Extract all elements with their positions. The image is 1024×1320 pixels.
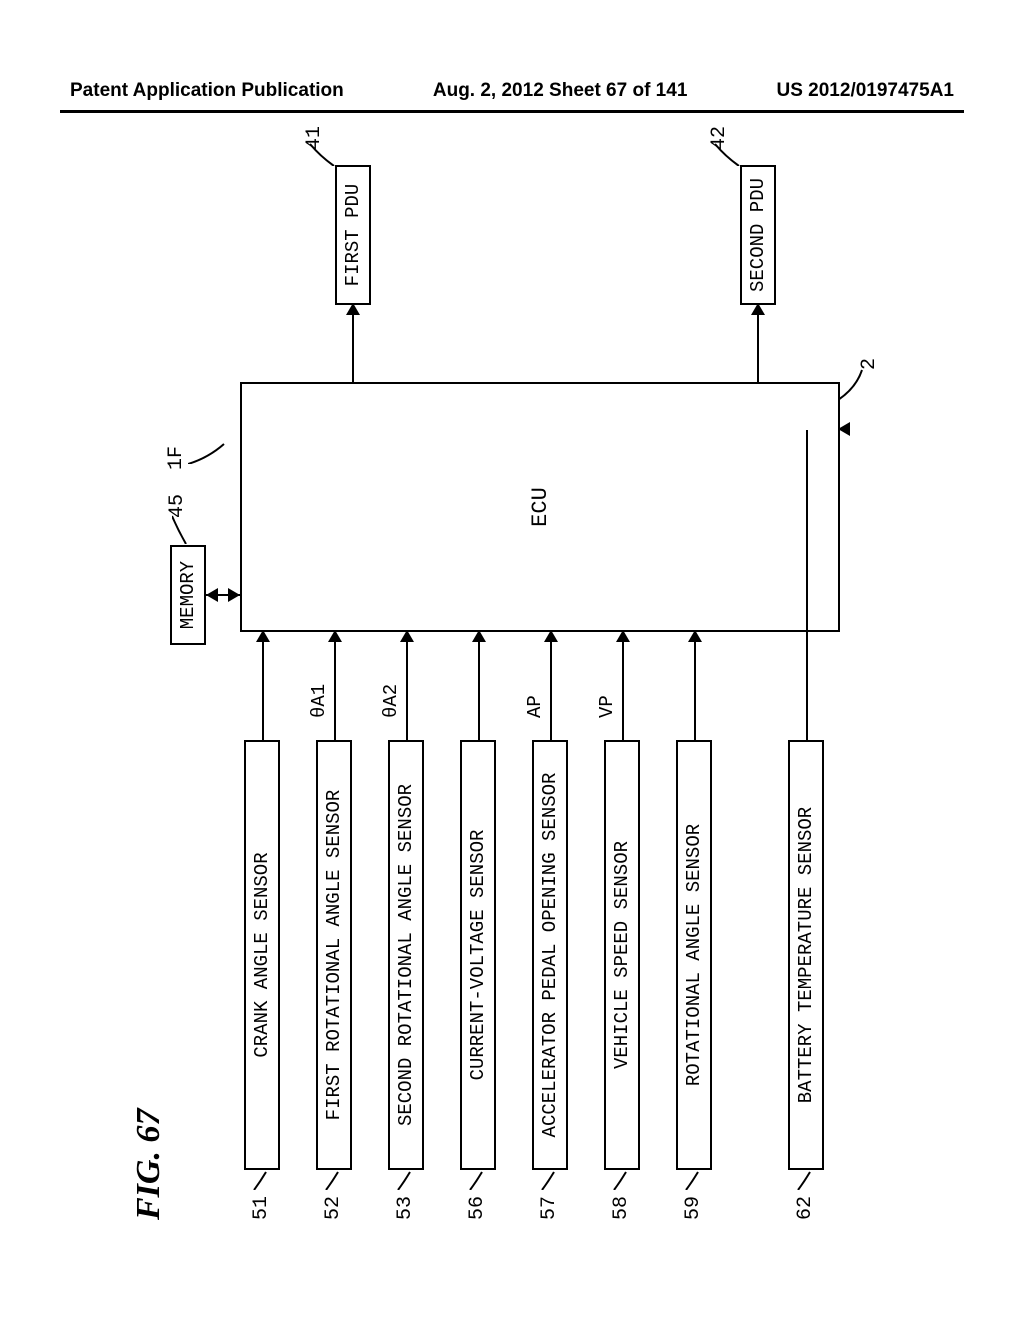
memory-arrow-up [206,588,218,602]
sensor-ref: 58 [610,1196,633,1220]
ecu-ref-leader [838,364,864,400]
second-pdu-label: SECOND PDU [747,178,769,292]
sensor-arrow-line [334,638,336,740]
system-ref: 1F [165,446,188,470]
sensor-arrow-line [478,638,480,740]
sensor-box: SECOND ROTATIONAL ANGLE SENSOR [388,740,424,1170]
sensor-arrowhead [256,630,270,642]
figure-rotated: FIG. 67 ECU 2 1F MEMORY 4 [110,160,910,1250]
second-pdu-arrow [751,303,765,315]
figure-container: FIG. 67 ECU 2 1F MEMORY 4 [0,305,1024,1105]
signal-label: VP [596,695,618,718]
sensor-arrowhead [544,630,558,642]
first-pdu-label: FIRST PDU [342,184,364,287]
sensor-arrowhead [328,630,342,642]
sensor-arrow-line [406,638,408,740]
sensor-box: CURRENT-VOLTAGE SENSOR [460,740,496,1170]
sensor-ref-leader [540,1176,558,1190]
sensor-box: BATTERY TEMPERATURE SENSOR [788,740,824,1170]
system-ref-leader [188,438,228,464]
memory-ref-leader [172,514,194,544]
sensor-ref: 53 [394,1196,417,1220]
signal-label: AP [524,695,546,718]
first-pdu-ref-leader [310,140,336,166]
sensor-ref: 52 [322,1196,345,1220]
sensor-ref: 62 [794,1196,817,1220]
sensor-ref-leader [796,1176,814,1190]
sensor-arrowhead [838,422,850,436]
sensor-ref-leader [396,1176,414,1190]
sensor-ref-leader [468,1176,486,1190]
memory-box: MEMORY [170,545,206,645]
sensor-box: VEHICLE SPEED SENSOR [604,740,640,1170]
sensor-arrow-line [694,638,696,740]
ecu-box: ECU [240,382,840,632]
first-pdu-line [352,311,354,382]
sensor-arrow-line [622,638,624,740]
header-rule [60,110,964,113]
sensor-arrow-line [262,638,264,740]
signal-label: θA1 [308,684,330,718]
sensor-arrowhead [472,630,486,642]
first-pdu-box: FIRST PDU [335,165,371,305]
sensor-arrowhead [688,630,702,642]
memory-arrow-down [228,588,240,602]
second-pdu-ref-leader [715,140,741,166]
sensor-arrow-h [806,430,808,740]
sensor-arrowhead [400,630,414,642]
sensor-box: ROTATIONAL ANGLE SENSOR [676,740,712,1170]
sensor-box: ACCELERATOR PEDAL OPENING SENSOR [532,740,568,1170]
header-left: Patent Application Publication [70,80,344,102]
sensor-box: FIRST ROTATIONAL ANGLE SENSOR [316,740,352,1170]
page: Patent Application Publication Aug. 2, 2… [0,0,1024,1320]
sensor-ref: 51 [250,1196,273,1220]
signal-label: θA2 [380,684,402,718]
sensor-arrow-line [550,638,552,740]
sensor-arrowhead [616,630,630,642]
sensor-ref-leader [252,1176,270,1190]
first-pdu-arrow [346,303,360,315]
sensor-ref: 57 [538,1196,561,1220]
memory-label: MEMORY [177,561,199,629]
figure-title: FIG. 67 [130,1109,168,1220]
page-header: Patent Application Publication Aug. 2, 2… [0,80,1024,102]
sensor-box: CRANK ANGLE SENSOR [244,740,280,1170]
sensor-ref: 56 [466,1196,489,1220]
ecu-label: ECU [528,487,553,527]
sensor-ref-leader [684,1176,702,1190]
sensor-ref-leader [324,1176,342,1190]
second-pdu-line [757,311,759,382]
second-pdu-box: SECOND PDU [740,165,776,305]
sensor-ref-leader [612,1176,630,1190]
header-right: US 2012/0197475A1 [777,80,954,102]
sensor-ref: 59 [682,1196,705,1220]
header-center: Aug. 2, 2012 Sheet 67 of 141 [433,80,688,102]
